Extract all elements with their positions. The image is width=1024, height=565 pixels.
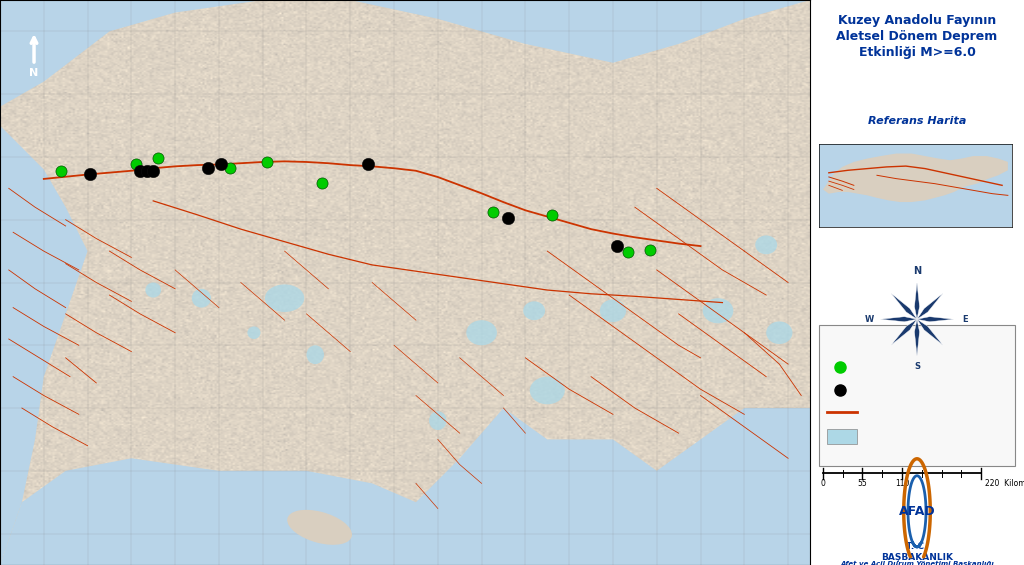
Polygon shape — [891, 293, 918, 319]
Text: 55: 55 — [857, 479, 867, 488]
Polygon shape — [881, 316, 918, 322]
Ellipse shape — [529, 377, 565, 405]
Polygon shape — [918, 293, 943, 319]
Ellipse shape — [191, 289, 211, 307]
Polygon shape — [918, 319, 943, 345]
FancyBboxPatch shape — [827, 429, 857, 444]
Polygon shape — [914, 319, 920, 356]
Ellipse shape — [466, 320, 497, 345]
Ellipse shape — [523, 301, 545, 320]
Ellipse shape — [600, 299, 626, 322]
FancyBboxPatch shape — [818, 325, 1016, 466]
Text: 0: 0 — [820, 479, 825, 488]
Text: BAŞBAKANLIK: BAŞBAKANLIK — [881, 553, 953, 562]
Text: 7.0 <= M < 8.0: 7.0 <= M < 8.0 — [867, 385, 938, 394]
Ellipse shape — [756, 236, 777, 254]
Text: 6.0 <= M < 7.0: 6.0 <= M < 7.0 — [867, 363, 938, 372]
Polygon shape — [918, 316, 953, 322]
Text: E: E — [962, 315, 968, 324]
Text: N: N — [30, 68, 39, 78]
Text: AFAD: AFAD — [899, 505, 935, 518]
Text: Açıklamalar: Açıklamalar — [883, 337, 951, 347]
Text: Kuzey Anadolu Fayının
Aletsel Dönem Deprem
Etkinliği M>=6.0: Kuzey Anadolu Fayının Aletsel Dönem Depr… — [837, 14, 997, 59]
Ellipse shape — [766, 321, 793, 344]
Ellipse shape — [702, 298, 733, 323]
Text: 220  Kilometers: 220 Kilometers — [985, 479, 1024, 488]
Polygon shape — [823, 154, 1008, 202]
Text: Afet ve Acil Durum Yönetimi Başkanlığı: Afet ve Acil Durum Yönetimi Başkanlığı — [840, 560, 994, 565]
Ellipse shape — [265, 284, 304, 312]
Ellipse shape — [145, 282, 161, 298]
Polygon shape — [914, 282, 920, 319]
Polygon shape — [0, 125, 88, 565]
Ellipse shape — [429, 411, 446, 430]
Polygon shape — [0, 0, 810, 107]
Text: T. C.: T. C. — [906, 542, 928, 551]
Text: S: S — [914, 363, 920, 371]
Text: W: W — [864, 315, 873, 324]
Text: Referans Harita: Referans Harita — [867, 116, 967, 126]
Polygon shape — [0, 408, 810, 565]
Text: 110: 110 — [895, 479, 909, 488]
Polygon shape — [891, 319, 918, 345]
Ellipse shape — [306, 345, 324, 364]
Text: N: N — [913, 267, 921, 276]
Text: Barajlar ve Göller: Barajlar ve Göller — [867, 431, 946, 440]
Ellipse shape — [287, 510, 352, 545]
Ellipse shape — [248, 327, 260, 339]
Text: Fay Hatları (MTA, 1992): Fay Hatları (MTA, 1992) — [867, 408, 974, 417]
